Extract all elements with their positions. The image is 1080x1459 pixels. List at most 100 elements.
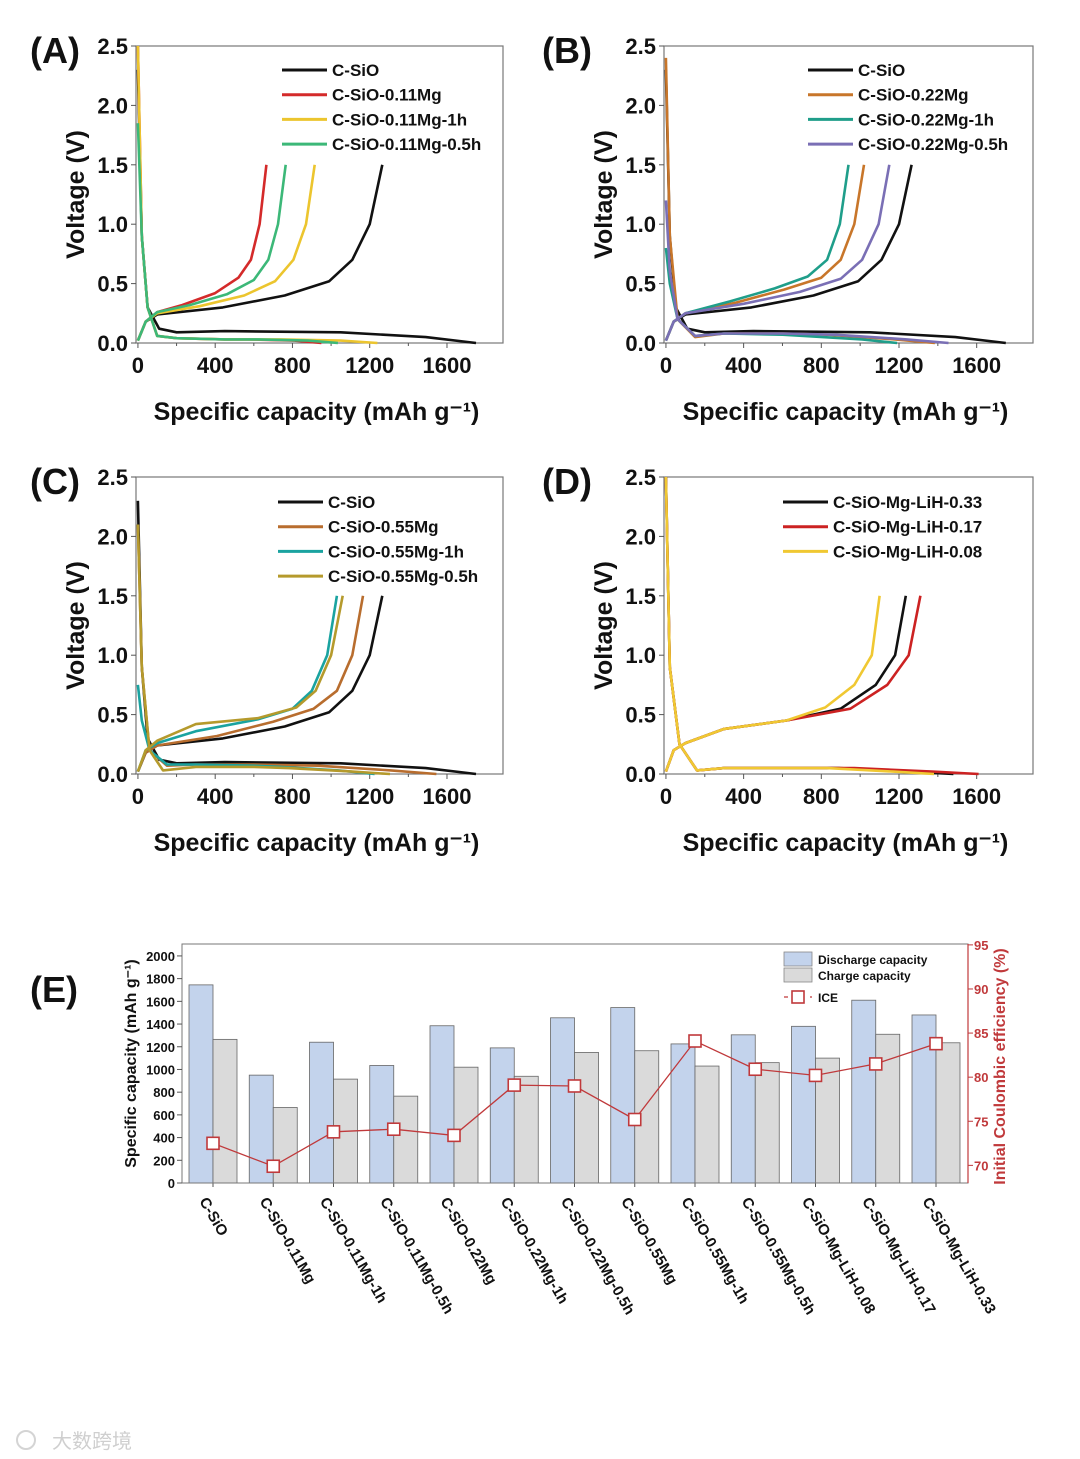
x-axis-label: Specific capacity (mAh g⁻¹) bbox=[154, 398, 480, 426]
y-tick-label: 0.5 bbox=[97, 272, 128, 297]
bar-discharge bbox=[550, 1017, 575, 1184]
legend-label: C-SiO-0.11Mg-1h bbox=[332, 110, 467, 129]
x-tick-label: 1200 bbox=[875, 784, 924, 809]
x-tick-label: 400 bbox=[725, 784, 762, 809]
curve-charge-c-sio-mg-lih-0.17 bbox=[664, 595, 922, 773]
y-tick-label: 0.5 bbox=[97, 703, 128, 728]
curve-discharge-c-sio-0.11mg-0.5h bbox=[136, 123, 339, 345]
ice-marker bbox=[386, 1122, 401, 1137]
ice-marker bbox=[868, 1057, 883, 1071]
plot-frame bbox=[663, 45, 1034, 344]
curve-charge-c-sio-0.55mg-0.5h bbox=[136, 595, 344, 773]
y-tick-label: 2.0 bbox=[625, 93, 656, 118]
y-tick-label: 1600 bbox=[146, 994, 175, 1009]
watermark-logo-icon bbox=[16, 1430, 36, 1450]
ice-marker bbox=[507, 1078, 522, 1092]
curve-charge-c-sio-mg-lih-0.33 bbox=[664, 595, 908, 773]
legend-swatch-ice-marker bbox=[791, 990, 805, 1004]
legend-label: C-SiO-0.55Mg-1h bbox=[328, 542, 464, 561]
y-tick-label: 0.5 bbox=[625, 272, 656, 297]
panel-label: (A) bbox=[30, 30, 80, 71]
y-tick-label: 1.5 bbox=[97, 584, 128, 609]
ice-marker bbox=[567, 1079, 582, 1093]
bar-charge bbox=[513, 1075, 539, 1184]
bar-discharge bbox=[791, 1025, 816, 1184]
y-axis-label: Voltage (V) bbox=[590, 561, 618, 690]
legend-label: C-SiO-Mg-LiH-0.33 bbox=[833, 493, 982, 512]
x-axis-label: Specific capacity (mAh g⁻¹) bbox=[683, 398, 1009, 426]
x-tick-label: 0 bbox=[132, 784, 144, 809]
category-label: C-SiO-0.55Mg-1h bbox=[678, 1195, 753, 1307]
ice-marker bbox=[748, 1062, 763, 1077]
legend-label: C-SiO-0.22Mg bbox=[858, 86, 969, 105]
y-tick-label: 2.0 bbox=[97, 524, 128, 549]
y-tick-label: 1.0 bbox=[97, 212, 128, 237]
y-tick-label: 800 bbox=[153, 1085, 175, 1100]
y-tick-label: 400 bbox=[153, 1131, 175, 1146]
x-tick-label: 0 bbox=[132, 353, 144, 378]
x-tick-label: 0 bbox=[660, 784, 672, 809]
ice-marker bbox=[627, 1112, 642, 1127]
y-tick-label: 2.0 bbox=[97, 93, 128, 118]
legend-swatch-discharge bbox=[783, 951, 813, 967]
y-tick-label: 200 bbox=[153, 1153, 175, 1168]
panel-d: (D) 0 400 800 1200 1600 0.0 0.5 1.0 1.5 2.0 2.5 Spec… bbox=[542, 461, 1034, 857]
y-tick-label: 1.5 bbox=[625, 584, 656, 609]
ice-marker bbox=[447, 1128, 461, 1143]
x-tick-label: 800 bbox=[274, 784, 311, 809]
y-right-tick-label: 95 bbox=[974, 938, 988, 953]
y-tick-label: 2.5 bbox=[97, 34, 128, 59]
bar-discharge bbox=[670, 1043, 696, 1184]
plot-frame bbox=[663, 476, 1034, 775]
curve-charge-c-sio-0.11mg-0.5h bbox=[136, 164, 287, 342]
y-tick-label: 1.5 bbox=[97, 153, 128, 178]
y-tick-label: 1000 bbox=[146, 1062, 175, 1077]
y-right-tick-label: 80 bbox=[974, 1070, 988, 1085]
bar-discharge bbox=[188, 984, 214, 1184]
y-tick-label: 1.5 bbox=[625, 153, 656, 178]
panel-c: (C) 0 400 800 1200 1600 0.0 0.5 1.0 1.5 2.0 2.5 Spec… bbox=[30, 461, 504, 857]
x-tick-label: 400 bbox=[197, 784, 234, 809]
legend-label: ICE bbox=[818, 991, 838, 1005]
curve-discharge-c-sio-mg-lih-0.08 bbox=[664, 476, 935, 776]
category-label: C-SiO-0.11Mg bbox=[256, 1195, 319, 1287]
bar-charge bbox=[393, 1095, 419, 1184]
x-axis-label: Specific capacity (mAh g⁻¹) bbox=[154, 829, 480, 857]
bar-charge bbox=[574, 1052, 599, 1184]
x-tick-label: 1600 bbox=[952, 353, 1001, 378]
y-tick-label: 0.5 bbox=[625, 703, 656, 728]
curve-charge-c-sio bbox=[136, 595, 384, 773]
y-axis-label: Voltage (V) bbox=[62, 561, 90, 690]
bar-discharge bbox=[730, 1034, 756, 1184]
y-tick-label: 1.0 bbox=[625, 643, 656, 668]
panel-label: (B) bbox=[542, 30, 592, 71]
ice-marker bbox=[688, 1034, 702, 1048]
panel-label: (D) bbox=[542, 461, 592, 502]
category-label: C-SiO-0.55Mg bbox=[617, 1195, 680, 1288]
curve-charge-c-sio-0.22mg-0.5h bbox=[664, 164, 891, 342]
legend-label: C-SiO-0.11Mg-0.5h bbox=[332, 135, 481, 154]
x-tick-label: 1200 bbox=[345, 784, 394, 809]
curve-charge-c-sio bbox=[664, 164, 913, 342]
y-right-tick-label: 70 bbox=[974, 1158, 988, 1173]
y-tick-label: 1.0 bbox=[625, 212, 656, 237]
panel-b: (B) 0 400 800 1200 1600 0.0 0.5 1.0 1.5 2.0 2.5 Spec… bbox=[542, 30, 1034, 426]
x-tick-label: 1600 bbox=[952, 784, 1001, 809]
y-axis-label: Voltage (V) bbox=[62, 130, 90, 259]
ice-marker bbox=[326, 1125, 341, 1139]
panel-label: (E) bbox=[30, 969, 78, 1010]
legend-label: Charge capacity bbox=[818, 969, 911, 983]
legend-label: C-SiO bbox=[328, 493, 375, 512]
x-tick-label: 1200 bbox=[875, 353, 924, 378]
y-tick-label: 2.5 bbox=[625, 34, 656, 59]
x-tick-label: 0 bbox=[660, 353, 672, 378]
y-tick-label: 0.0 bbox=[625, 762, 656, 787]
legend-label: Discharge capacity bbox=[818, 953, 928, 967]
ice-marker bbox=[266, 1159, 281, 1174]
plot-frame bbox=[135, 476, 504, 775]
ice-marker bbox=[808, 1068, 823, 1083]
curve-discharge-c-sio-0.22mg-0.5h bbox=[664, 200, 949, 345]
y-tick-label: 0.0 bbox=[97, 331, 128, 356]
x-tick-label: 800 bbox=[803, 353, 840, 378]
